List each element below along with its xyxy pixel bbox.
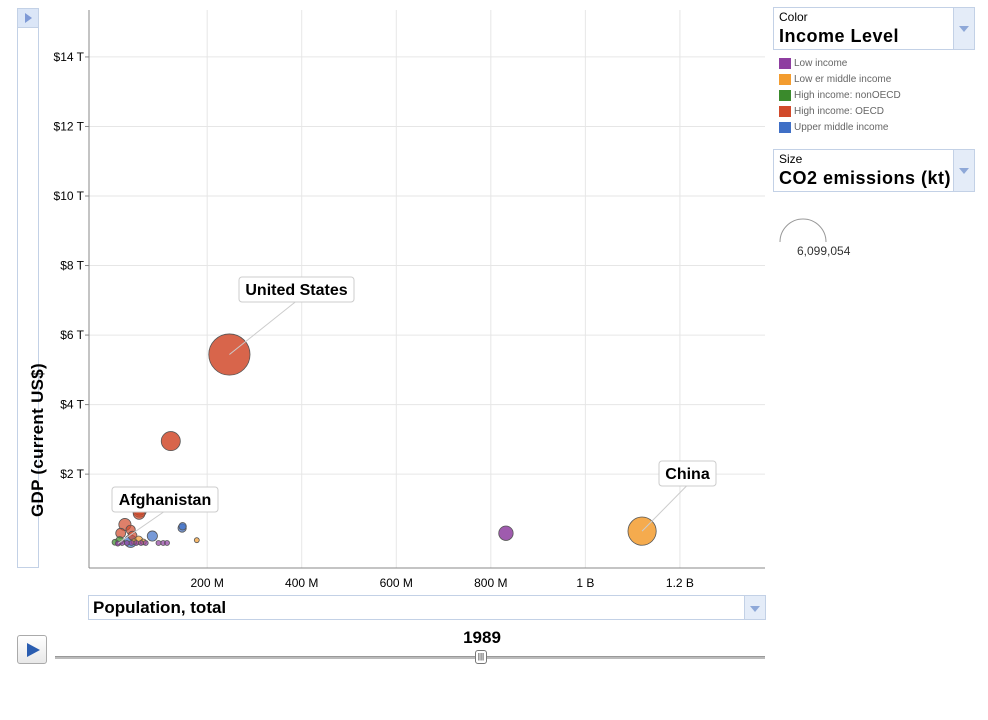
bubble[interactable] [146, 530, 158, 542]
y-tick-label: $10 T [54, 189, 85, 203]
x-tick-label: 800 M [474, 576, 507, 590]
bubble[interactable] [142, 540, 149, 546]
chevron-down-icon[interactable] [744, 596, 765, 619]
size-selector[interactable]: Size CO2 emissions (kt) [773, 149, 975, 192]
legend-swatch [779, 57, 791, 69]
x-axis-selector[interactable]: Population, total [88, 595, 766, 620]
y-tick-label: $14 T [54, 50, 85, 64]
legend-swatch [779, 89, 791, 101]
x-tick-label: 200 M [191, 576, 224, 590]
color-legend: Low income Low er middle income High incom… [779, 55, 901, 135]
legend-item[interactable]: Low income [779, 55, 901, 71]
y-tick-label: $4 T [60, 398, 84, 412]
legend-swatch [779, 121, 791, 133]
legend-swatch [779, 105, 791, 117]
size-caption: Size [779, 152, 803, 166]
bubble[interactable] [193, 537, 200, 544]
y-tick-label: $12 T [54, 119, 85, 133]
bubble[interactable] [164, 540, 170, 546]
size-reference-circle [779, 218, 827, 243]
current-year: 1989 [463, 628, 501, 647]
color-selector[interactable]: Color Income Level [773, 7, 975, 50]
y-tick-label: $2 T [60, 467, 84, 481]
bubble-label: China [665, 466, 710, 483]
label-leader-line [229, 300, 297, 355]
bubble[interactable] [133, 540, 140, 546]
x-axis-label: Population, total [93, 598, 227, 617]
legend-label: High income: OECD [794, 105, 885, 117]
label-leader-line [117, 510, 166, 544]
size-legend: 6,099,054 [779, 218, 851, 258]
bubble-label: Afghanistan [119, 492, 211, 509]
legend-label: Upper middle income [794, 121, 889, 133]
legend-item[interactable]: Low er middle income [779, 71, 901, 87]
y-tick-label: $8 T [60, 259, 84, 273]
legend-label: Low er middle income [794, 73, 892, 85]
size-reference-value: 6,099,054 [797, 244, 851, 258]
size-value: CO2 emissions (kt) [779, 168, 952, 188]
timeline-slider-handle[interactable]: ||| [475, 650, 487, 664]
y-tick-label: $6 T [60, 328, 84, 342]
legend-label: Low income [794, 57, 848, 69]
timeline-track[interactable] [55, 656, 765, 659]
bubble-chart[interactable]: 200 M 400 M 600 M 800 M 1 B 1.2 B $2 T $4 T $6 T… [0, 0, 770, 590]
y-axis-dropdown-arrow-icon[interactable] [17, 8, 39, 28]
bubble[interactable] [128, 540, 135, 546]
chevron-down-icon[interactable] [953, 8, 974, 49]
bubble-india[interactable] [498, 525, 514, 541]
bubble[interactable] [123, 540, 130, 546]
bubble[interactable] [155, 540, 162, 546]
x-tick-label: 600 M [380, 576, 413, 590]
chevron-down-icon[interactable] [953, 150, 974, 191]
label-leader-line [641, 484, 688, 532]
bubble[interactable] [138, 540, 144, 546]
x-tick-label: 1.2 B [666, 576, 694, 590]
legend-item[interactable]: High income: nonOECD [779, 87, 901, 103]
bubble-japan[interactable] [160, 431, 181, 452]
x-tick-label: 1 B [576, 576, 594, 590]
color-caption: Color [779, 10, 808, 24]
legend-label: High income: nonOECD [794, 89, 901, 101]
legend-item[interactable]: High income: OECD [779, 103, 901, 119]
bubble-label: United States [245, 282, 347, 299]
color-value: Income Level [779, 26, 900, 46]
play-button[interactable] [17, 635, 47, 664]
label-box [658, 460, 717, 487]
legend-item[interactable]: Upper middle income [779, 119, 901, 135]
x-tick-label: 400 M [285, 576, 318, 590]
label-box [111, 486, 219, 513]
bubble[interactable] [178, 522, 187, 531]
legend-swatch [779, 73, 791, 85]
label-box [238, 276, 355, 303]
